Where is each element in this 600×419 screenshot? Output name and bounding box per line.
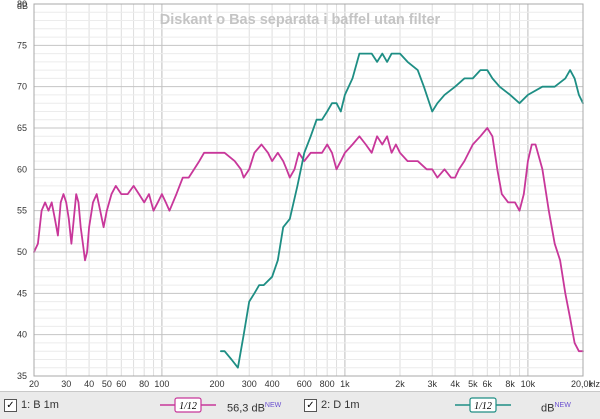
plot-frame <box>33 3 584 377</box>
x-tick-label: 100 <box>154 379 169 389</box>
series-1-label: 1: B 1m <box>21 399 59 411</box>
y-tick-label: 75 <box>17 40 27 50</box>
x-tick-label: 3k <box>427 379 437 389</box>
series-1-swatch-box <box>174 397 202 413</box>
series-lines <box>33 52 584 369</box>
y-tick-label: 70 <box>17 82 27 92</box>
x-tick-label: 60 <box>116 379 126 389</box>
series-2-value-text: dB <box>541 402 555 415</box>
x-tick-label: 10k <box>521 379 536 389</box>
x-tick-label: 50 <box>102 379 112 389</box>
x-tick-label: 800 <box>320 379 335 389</box>
y-tick-label: 40 <box>17 330 27 340</box>
series-1-value-sup: NEW <box>264 402 282 409</box>
series-1-line-swatch[interactable]: 1/12 <box>160 397 216 413</box>
series-2-value-sup: NEW <box>554 402 571 409</box>
series-1-smoothing: 1/12 <box>179 401 197 412</box>
x-tick-label: 300 <box>242 379 257 389</box>
x-tick-label: 400 <box>265 379 280 389</box>
chart-title: Diskant o Bas separata i baffel utan fil… <box>160 12 441 28</box>
y-tick-label: 35 <box>17 371 27 381</box>
series-1-checkbox[interactable]: ✓ <box>4 399 17 412</box>
x-tick-label: 80 <box>139 379 149 389</box>
y-tick-label: 80 <box>17 0 27 9</box>
y-tick-label: 50 <box>17 247 27 257</box>
x-axis-unit-label: Hz <box>589 379 600 389</box>
series-1-value: 56,3 dBNEW <box>227 399 281 416</box>
x-tick-labels: 20 30 40 50 60 80 100 200 300 400 600 800 1k 2k 3k 4k 5k… <box>29 379 594 389</box>
series-2-checkbox[interactable]: ✓ <box>304 399 317 412</box>
y-tick-label: 60 <box>17 164 27 174</box>
legend-bar: ✓ 1: B 1m 1/12 56,3 dBNEW ✓ 2: D 1m 1/12… <box>0 391 600 419</box>
series-line-1 <box>33 127 584 353</box>
frequency-response-chart: 35 40 45 50 55 60 65 70 75 80 20 30 40 50 60 80 100 200 3… <box>16 0 600 389</box>
y-tick-labels: 35 40 45 50 55 60 65 70 75 80 <box>17 0 27 381</box>
x-tick-label: 5k <box>468 379 478 389</box>
series-1-value-text: 56,3 dB <box>227 402 265 415</box>
series-2-smoothing: 1/12 <box>474 401 492 412</box>
series-line-2 <box>220 52 584 369</box>
y-tick-label: 45 <box>17 288 27 298</box>
y-tick-label: 55 <box>17 206 27 216</box>
x-tick-label: 30 <box>61 379 71 389</box>
y-axis-label: dB <box>17 1 28 11</box>
x-tick-label: 1k <box>340 379 350 389</box>
series-2-label: 2: D 1m <box>321 399 360 411</box>
series-2-line-swatch[interactable]: 1/12 <box>455 397 511 413</box>
x-tick-label: 40 <box>84 379 94 389</box>
x-tick-label: 4k <box>450 379 460 389</box>
x-tick-label: 2k <box>395 379 405 389</box>
x-tick-label: 6k <box>483 379 493 389</box>
x-tick-label: 600 <box>297 379 312 389</box>
x-tick-label: 8k <box>505 379 515 389</box>
x-tick-label: 200 <box>209 379 224 389</box>
x-tick-label: 20,0k <box>571 379 594 389</box>
x-tick-label: 20 <box>29 379 39 389</box>
series-2-swatch-box <box>469 397 497 413</box>
y-tick-label: 65 <box>17 123 27 133</box>
series-2-value: dBNEW <box>541 399 571 416</box>
